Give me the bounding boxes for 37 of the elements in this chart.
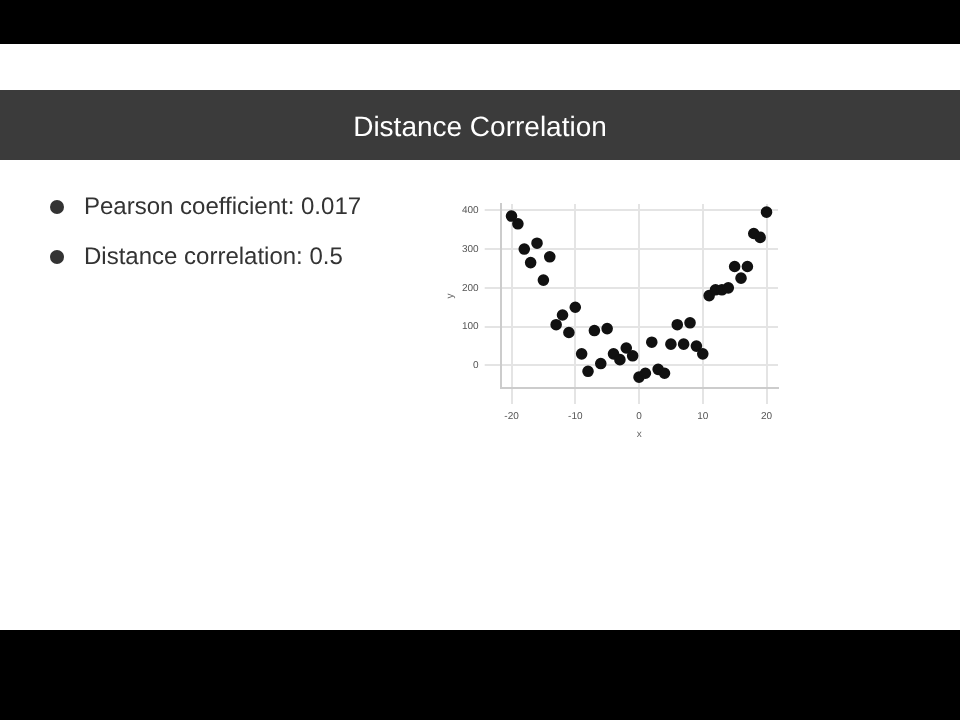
chart-title: Distance Correlation <box>0 90 960 160</box>
point <box>671 318 684 331</box>
point <box>620 342 633 354</box>
point <box>537 274 550 286</box>
point <box>677 338 690 350</box>
point <box>556 309 569 321</box>
point <box>665 338 677 350</box>
point <box>684 316 696 329</box>
point <box>531 237 543 250</box>
point <box>524 256 537 269</box>
point <box>601 322 613 335</box>
text: Distance correlation: 0.5 <box>84 242 343 270</box>
point <box>741 260 754 273</box>
point <box>614 353 626 366</box>
point <box>735 272 747 284</box>
text: Pearson coefficient: 0.017 <box>84 192 362 220</box>
point <box>658 367 671 380</box>
point <box>722 282 735 294</box>
point <box>512 218 524 230</box>
point <box>543 250 556 263</box>
point <box>550 318 562 331</box>
point <box>696 348 709 360</box>
point <box>690 340 703 352</box>
point <box>754 231 766 244</box>
point <box>518 243 531 255</box>
point <box>563 326 575 339</box>
point <box>505 210 518 222</box>
point <box>569 301 582 314</box>
point <box>582 365 594 378</box>
point <box>728 260 741 273</box>
point <box>760 206 773 218</box>
point <box>588 324 601 337</box>
point <box>645 336 658 348</box>
point <box>639 367 652 380</box>
point <box>575 348 588 360</box>
point <box>594 357 607 370</box>
point <box>626 349 639 362</box>
